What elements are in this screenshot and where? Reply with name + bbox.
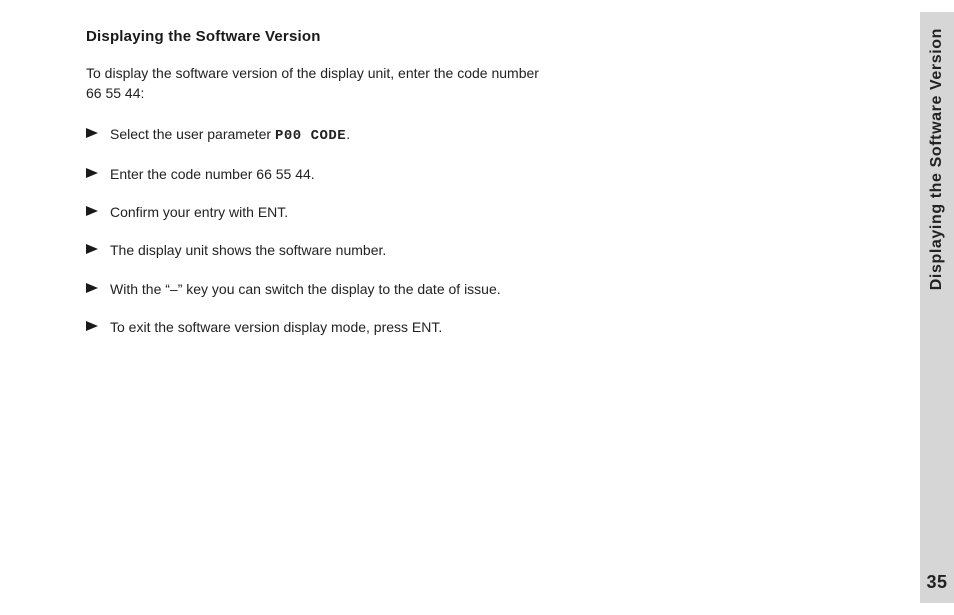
step-text-pre: To exit the software version display mod… xyxy=(110,319,442,335)
step-item: The display unit shows the software numb… xyxy=(86,240,576,260)
step-item: Confirm your entry with ENT. xyxy=(86,202,576,222)
step-item: To exit the software version display mod… xyxy=(86,317,576,337)
step-text-pre: Confirm your entry with ENT. xyxy=(110,204,288,220)
step-code: P00 CODE xyxy=(275,128,346,144)
page-heading: Displaying the Software Version xyxy=(86,28,626,45)
step-item: Enter the code number 66 55 44. xyxy=(86,164,576,184)
side-title-wrap: Displaying the Software Version xyxy=(920,26,954,572)
manual-page: Displaying the Software Version To displ… xyxy=(0,0,954,615)
step-list: Select the user parameter P00 CODE. Ente… xyxy=(86,124,576,338)
side-tab-title: Displaying the Software Version xyxy=(928,28,946,290)
step-text-pre: Select the user parameter xyxy=(110,126,275,142)
page-number: 35 xyxy=(926,572,947,593)
step-text-pre: The display unit shows the software numb… xyxy=(110,242,386,258)
intro-paragraph: To display the software version of the d… xyxy=(86,63,556,104)
step-text-post: . xyxy=(346,126,350,142)
content-area: Displaying the Software Version To displ… xyxy=(86,28,626,337)
step-text-pre: Enter the code number 66 55 44. xyxy=(110,166,315,182)
side-tab: Displaying the Software Version 35 xyxy=(920,12,954,603)
step-item: Select the user parameter P00 CODE. xyxy=(86,124,576,146)
step-text-pre: With the “–” key you can switch the disp… xyxy=(110,281,501,297)
step-item: With the “–” key you can switch the disp… xyxy=(86,279,576,299)
